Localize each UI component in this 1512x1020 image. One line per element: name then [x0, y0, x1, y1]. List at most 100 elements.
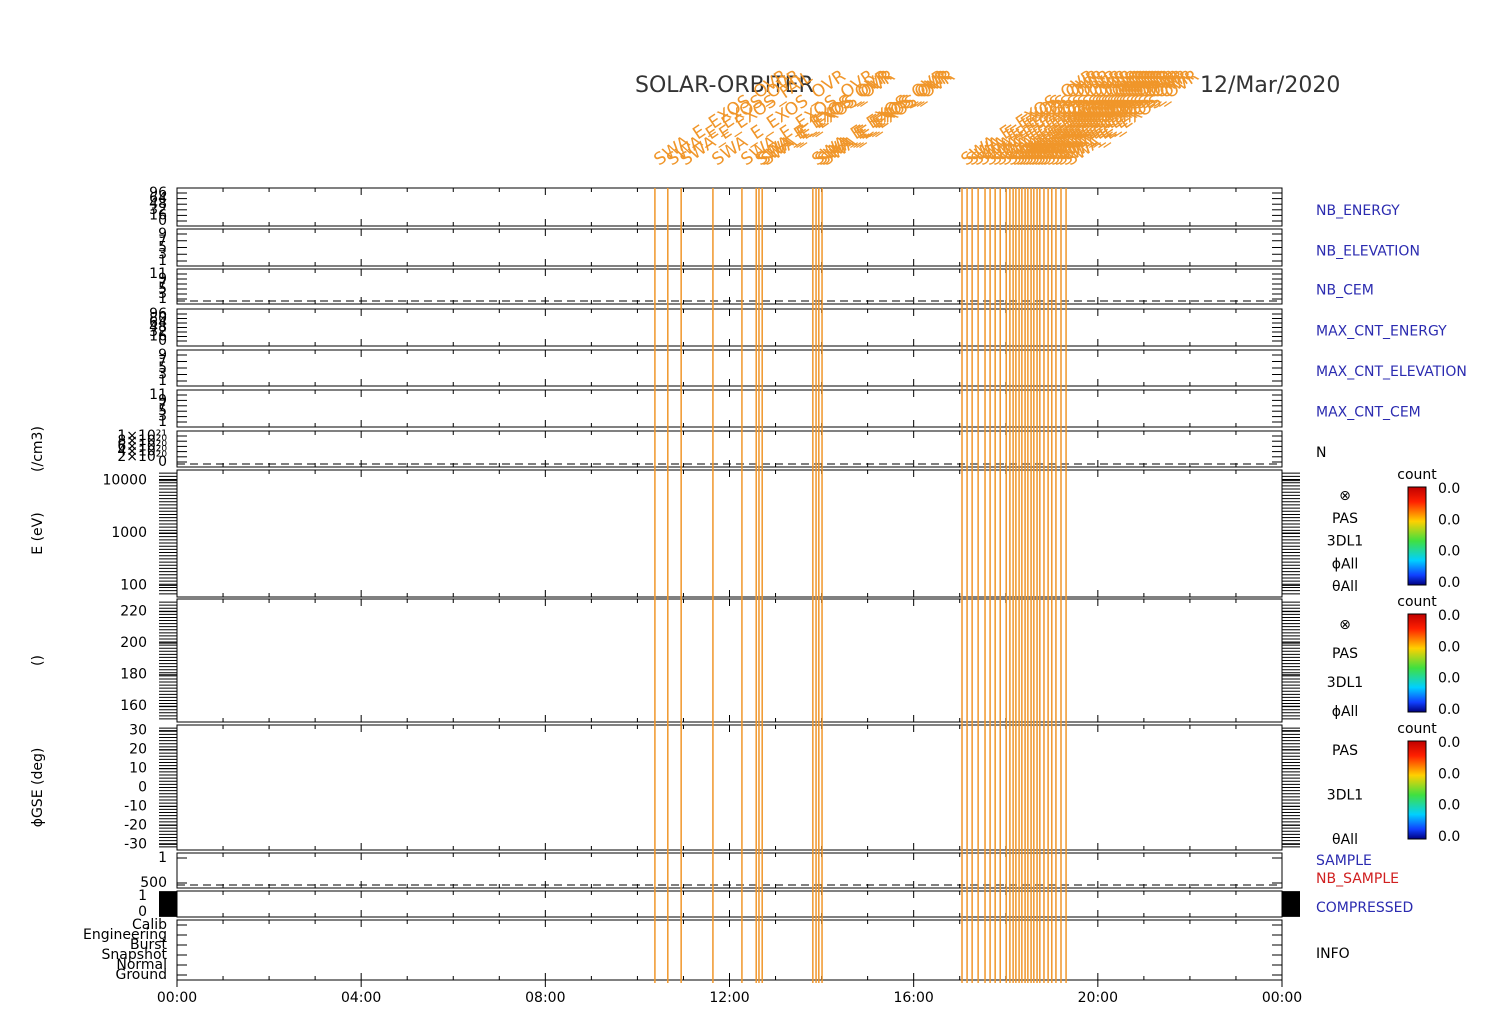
y-tick-label: 5	[158, 403, 167, 419]
y-tick-label: 7	[158, 398, 167, 414]
x-tick-label: 16:00	[893, 990, 933, 1006]
y-tick-label: 5	[158, 360, 167, 376]
y-tick-label: 2×10²⁰	[117, 449, 167, 465]
right-label: 3DL1	[1327, 788, 1363, 804]
y-tick-label: 7	[158, 354, 167, 370]
y-tick-label: 5	[158, 240, 167, 256]
colorbar-title: count	[1397, 721, 1437, 737]
y-tick-label: 0	[158, 333, 167, 349]
right-label: NB_ELEVATION	[1316, 244, 1420, 260]
colorbar-tick-label: 0.0	[1438, 575, 1460, 591]
colorbar-tick-label: 0.0	[1438, 671, 1460, 687]
y-tick-label: 0	[158, 213, 167, 229]
right-label: θAll	[1332, 579, 1358, 595]
y-tick-label: 48	[149, 196, 167, 212]
y-tick-label: Burst	[130, 937, 168, 953]
y-tick-label: 220	[120, 604, 147, 620]
right-label: ⊗	[1339, 617, 1351, 633]
x-tick-label: 04:00	[341, 990, 381, 1006]
colorbar-title: count	[1397, 594, 1437, 610]
y-tick-label: Ground	[116, 967, 168, 983]
y-tick-label: 8×10²⁰	[117, 433, 167, 449]
y-tick-label: 5	[158, 281, 167, 297]
y-tick-label: 9	[158, 392, 167, 408]
x-tick-label: 00:00	[157, 990, 197, 1006]
y-tick-label: 64	[149, 191, 167, 207]
colorbar-tick-label: 0.0	[1438, 639, 1460, 655]
y-tick-label: Snapshot	[102, 947, 168, 963]
x-tick-label: 08:00	[525, 990, 565, 1006]
y-tick-label: 1×10²¹	[117, 428, 167, 444]
y-tick-label: 1	[158, 291, 167, 307]
y-tick-label: 16	[149, 207, 167, 223]
panel-frame	[176, 469, 1283, 598]
colorbar-tick-label: 0.0	[1438, 798, 1460, 814]
right-label: NB_ENERGY	[1316, 203, 1400, 219]
y-tick-label: 0	[138, 904, 147, 920]
y-tick-label: 16	[149, 329, 167, 345]
y-tick-label: 96	[149, 306, 167, 322]
y-tick-label: 0	[138, 780, 147, 796]
right-label: 3DL1	[1327, 534, 1363, 550]
y-tick-label: 64	[149, 315, 167, 331]
y-tick-label: Engineering	[83, 927, 167, 943]
right-label: MAX_CNT_ELEVATION	[1316, 364, 1467, 380]
y-axis-label: E (eV)	[30, 512, 46, 554]
colorbar-title: count	[1397, 467, 1437, 483]
y-tick-label: 3	[158, 286, 167, 302]
y-tick-label: 180	[120, 667, 147, 683]
y-tick-label: 1000	[111, 525, 147, 541]
y-tick-label: 6×10²⁰	[117, 438, 167, 454]
y-tick-label: 9	[158, 226, 167, 242]
y-tick-label: 11	[149, 387, 167, 403]
y-tick-label: 80	[149, 311, 167, 327]
y-tick-label: 4×10²⁰	[117, 444, 167, 460]
y-tick-label: 200	[120, 635, 147, 651]
y-tick-label: 7	[158, 233, 167, 249]
right-label: INFO	[1316, 946, 1350, 962]
right-label: PAS	[1332, 646, 1358, 662]
colorbar-tick-label: 0.0	[1438, 766, 1460, 782]
colorbar-tick-label: 0.0	[1438, 544, 1460, 560]
y-tick-label: -30	[124, 836, 147, 852]
panel-frame	[176, 598, 1283, 723]
y-tick-label: 20	[129, 742, 147, 758]
right-label: PAS	[1332, 511, 1358, 527]
y-tick-label: 1	[138, 888, 147, 904]
chart-title: SOLAR-ORBITER	[635, 73, 814, 98]
x-tick-label: 00:00	[1262, 990, 1302, 1006]
y-tick-label: 3	[158, 367, 167, 383]
chart-date: 12/Mar/2020	[1200, 73, 1340, 98]
y-tick-label: Calib	[132, 917, 167, 933]
x-tick-label: 12:00	[709, 990, 749, 1006]
colorbar	[1407, 613, 1427, 713]
right-label: COMPRESSED	[1316, 900, 1413, 916]
colorbar-tick-label: 0.0	[1438, 829, 1460, 845]
colorbar-tick-label: 0.0	[1438, 512, 1460, 528]
right-label: PAS	[1332, 743, 1358, 759]
y-tick-label: 10000	[102, 473, 147, 489]
right-label: ⊗	[1339, 488, 1351, 504]
colorbar-tick-label: 0.0	[1438, 702, 1460, 718]
right-label: ϕAll	[1332, 556, 1359, 572]
y-tick-label: 9	[158, 271, 167, 287]
y-tick-label: 3	[158, 246, 167, 262]
colorbar-tick-label: 0.0	[1438, 735, 1460, 751]
y-axis-label: (/cm3)	[30, 426, 46, 472]
right-label: SAMPLE	[1316, 853, 1372, 869]
colorbar-tick-label: 0.0	[1438, 481, 1460, 497]
y-tick-label: 96	[149, 185, 167, 201]
y-tick-label: 1	[158, 850, 167, 866]
right-label: NB_SAMPLE	[1316, 871, 1399, 887]
y-tick-label: 3	[158, 409, 167, 425]
y-tick-label: 1	[158, 414, 167, 430]
right-label: MAX_CNT_CEM	[1316, 405, 1421, 421]
right-label: NB_CEM	[1316, 283, 1374, 299]
y-tick-label: 30	[129, 723, 147, 739]
panel-frame	[176, 919, 1283, 981]
right-label: θAll	[1332, 832, 1358, 848]
y-tick-label: 500	[140, 875, 167, 891]
y-tick-label: 7	[158, 276, 167, 292]
y-tick-label: 32	[149, 202, 167, 218]
